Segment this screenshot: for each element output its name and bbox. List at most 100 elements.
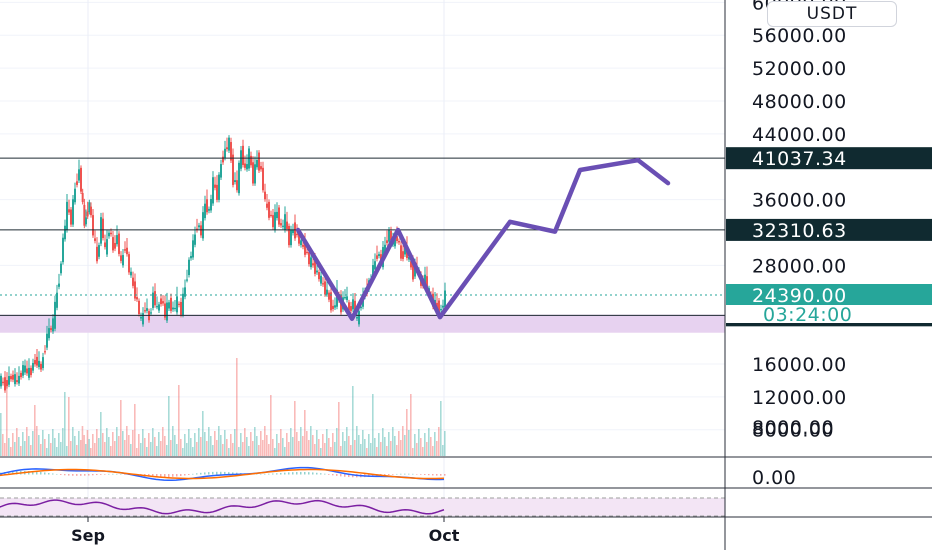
candle-body[interactable]: [384, 244, 386, 254]
candle-body[interactable]: [120, 255, 122, 261]
candle-body[interactable]: [182, 293, 184, 315]
candle-body[interactable]: [414, 266, 416, 277]
candle-body[interactable]: [318, 272, 320, 280]
candle-body[interactable]: [176, 296, 178, 313]
candle-body[interactable]: [396, 236, 398, 242]
candle-body[interactable]: [8, 376, 10, 385]
projection-path[interactable]: [295, 157, 671, 322]
candle-body[interactable]: [390, 230, 392, 241]
candle-body[interactable]: [180, 301, 182, 315]
candle-body[interactable]: [334, 305, 336, 308]
candle-body[interactable]: [154, 291, 156, 306]
candle-body[interactable]: [6, 380, 8, 387]
candle-body[interactable]: [94, 238, 96, 241]
candle-body[interactable]: [284, 214, 286, 231]
candle-body[interactable]: [78, 169, 80, 181]
candle-body[interactable]: [282, 225, 284, 227]
candle-body[interactable]: [122, 255, 124, 266]
candle-body[interactable]: [324, 281, 326, 295]
candle-body[interactable]: [152, 292, 154, 308]
candle-body[interactable]: [36, 356, 38, 366]
candle-body[interactable]: [38, 360, 40, 368]
candle-body[interactable]: [40, 363, 42, 370]
candle-body[interactable]: [308, 252, 310, 265]
candle-body[interactable]: [114, 242, 116, 249]
candle-body[interactable]: [310, 257, 312, 268]
candles[interactable]: [0, 135, 446, 393]
candle-body[interactable]: [196, 228, 198, 231]
candle-body[interactable]: [4, 377, 6, 391]
candle-body[interactable]: [304, 240, 306, 255]
candle-body[interactable]: [208, 208, 210, 211]
candle-body[interactable]: [10, 376, 12, 380]
candle-body[interactable]: [350, 306, 352, 311]
candle-body[interactable]: [83, 204, 86, 226]
candle-body[interactable]: [172, 307, 174, 310]
candle-body[interactable]: [108, 232, 110, 237]
candle-body[interactable]: [400, 245, 402, 259]
candle-body[interactable]: [442, 305, 444, 308]
candle-body[interactable]: [330, 292, 332, 311]
candle-body[interactable]: [66, 201, 68, 231]
candle-body[interactable]: [158, 304, 160, 311]
candle-body[interactable]: [184, 287, 186, 297]
candle-body[interactable]: [360, 306, 362, 309]
candle-body[interactable]: [64, 225, 66, 240]
candle-body[interactable]: [134, 281, 136, 299]
candle-body[interactable]: [272, 215, 274, 228]
candle-body[interactable]: [328, 292, 330, 300]
candle-body[interactable]: [186, 279, 188, 281]
candle-body[interactable]: [222, 156, 224, 163]
candle-body[interactable]: [52, 318, 54, 332]
candle-body[interactable]: [96, 246, 98, 262]
candle-body[interactable]: [86, 211, 89, 217]
candle-body[interactable]: [264, 191, 266, 200]
candle-body[interactable]: [346, 296, 348, 301]
candle-body[interactable]: [386, 240, 388, 244]
candle-body[interactable]: [352, 299, 354, 310]
candle-body[interactable]: [60, 263, 62, 274]
candle-body[interactable]: [280, 223, 282, 226]
candle-body[interactable]: [192, 240, 194, 258]
candle-body[interactable]: [404, 247, 406, 255]
candle-body[interactable]: [410, 261, 412, 268]
candle-body[interactable]: [76, 181, 78, 185]
candle-body[interactable]: [70, 209, 72, 225]
candle-body[interactable]: [50, 328, 52, 330]
candle-body[interactable]: [14, 374, 16, 385]
candle-body[interactable]: [268, 201, 270, 218]
candle-body[interactable]: [118, 233, 120, 254]
candle-body[interactable]: [112, 237, 114, 251]
candle-body[interactable]: [252, 162, 254, 184]
candle-body[interactable]: [102, 218, 104, 239]
candle-body[interactable]: [178, 303, 180, 305]
candle-body[interactable]: [302, 244, 304, 247]
candle-body[interactable]: [32, 363, 34, 371]
candle-body[interactable]: [92, 215, 94, 236]
candle-body[interactable]: [20, 372, 22, 378]
candle-body[interactable]: [402, 251, 404, 259]
candle-body[interactable]: [238, 162, 240, 194]
candle-body[interactable]: [22, 365, 24, 376]
candle-body[interactable]: [322, 283, 324, 285]
candle-body[interactable]: [412, 261, 414, 280]
candle-body[interactable]: [202, 212, 204, 239]
candle-body[interactable]: [358, 311, 360, 325]
candle-body[interactable]: [128, 254, 130, 273]
candle-body[interactable]: [312, 263, 314, 266]
candle-body[interactable]: [150, 312, 152, 314]
candle-body[interactable]: [144, 310, 146, 312]
candle-body[interactable]: [320, 275, 322, 284]
candle-body[interactable]: [2, 381, 4, 384]
candle-body[interactable]: [296, 233, 298, 236]
candle-body[interactable]: [316, 270, 318, 273]
candle-body[interactable]: [290, 230, 292, 246]
candle-body[interactable]: [110, 232, 112, 235]
candle-body[interactable]: [116, 235, 118, 245]
candle-body[interactable]: [206, 199, 208, 213]
candle-body[interactable]: [438, 300, 440, 315]
candle-body[interactable]: [126, 247, 128, 255]
candle-body[interactable]: [136, 297, 138, 300]
candle-body[interactable]: [210, 199, 212, 211]
